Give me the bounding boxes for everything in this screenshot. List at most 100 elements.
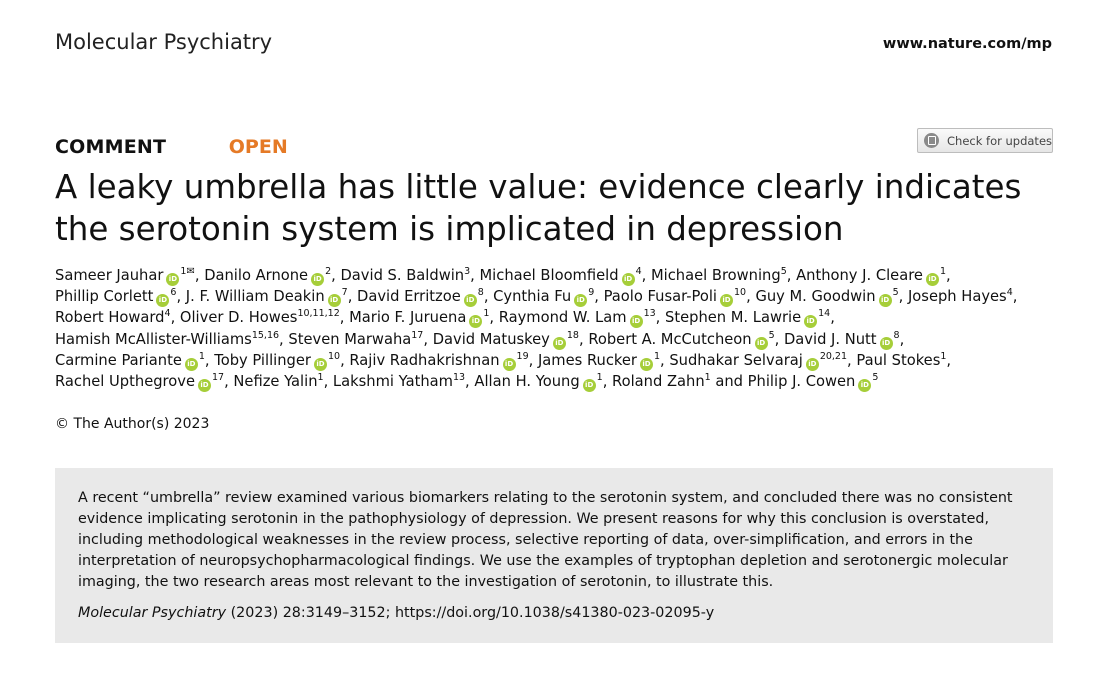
author-name[interactable]: Allan H. Young — [474, 373, 580, 391]
orcid-icon[interactable]: iD — [639, 357, 653, 371]
author-name[interactable]: Michael Bloomfield — [479, 267, 619, 284]
affiliation-number[interactable]: 1 — [198, 350, 205, 362]
orcid-icon[interactable]: iD — [878, 294, 892, 308]
affiliation-number[interactable]: 9 — [588, 287, 595, 299]
author-name[interactable]: Mario F. Juruena — [349, 309, 467, 327]
author-name[interactable]: Nefize Yalin — [233, 373, 318, 391]
affiliation-number[interactable]: 4 — [164, 308, 171, 320]
orcid-icon[interactable]: iD — [327, 294, 341, 308]
orcid-icon[interactable]: iD — [720, 294, 733, 308]
affiliation-number[interactable]: 5 — [872, 372, 879, 384]
citation-details[interactable]: (2023) 28:3149–3152; https://doi.org/10.… — [226, 605, 715, 621]
orcid-icon[interactable]: iD — [805, 357, 819, 371]
affiliation-number[interactable]: 13 — [643, 308, 656, 320]
author-name[interactable]: Paul Stokes — [856, 351, 941, 369]
author-name[interactable]: Rajiv Radhakrishnan — [349, 351, 500, 369]
orcid-icon[interactable]: iD — [184, 357, 198, 371]
orcid-icon[interactable]: iD — [925, 273, 939, 286]
author-name[interactable]: James Rucker — [537, 351, 637, 369]
affiliation-number[interactable]: 1 — [317, 372, 324, 384]
author-name[interactable]: Robert A. McCutcheon — [588, 330, 752, 348]
affiliation-number[interactable]: 1 — [653, 350, 660, 362]
journal-site-link[interactable]: www.nature.com/mp — [882, 36, 1052, 52]
affiliation-number[interactable]: 15,16 — [251, 329, 280, 341]
affiliation-number[interactable]: 13 — [452, 372, 466, 384]
affiliation-number[interactable]: 10 — [327, 350, 341, 362]
author-name[interactable]: Raymond W. Lam — [498, 309, 627, 327]
author-name[interactable]: Cynthia Fu — [493, 288, 572, 306]
orcid-icon[interactable]: iD — [166, 273, 180, 286]
author-name[interactable]: Stephen M. Lawrie — [665, 309, 802, 327]
author-name[interactable]: Paolo Fusar-Poli — [603, 288, 717, 306]
author-name[interactable]: Joseph Hayes — [907, 288, 1007, 306]
author-name[interactable]: Carmine Pariante — [55, 351, 182, 369]
affiliation-number[interactable]: 7 — [341, 287, 348, 299]
author-name[interactable]: Sameer Jauhar — [55, 267, 164, 284]
orcid-icon[interactable]: iD — [574, 294, 588, 308]
orcid-icon[interactable]: iD — [621, 273, 635, 286]
affiliation-number[interactable]: 5 — [780, 266, 787, 278]
orcid-icon[interactable]: iD — [197, 379, 211, 393]
affiliation-number[interactable]: 4 — [1006, 287, 1013, 299]
orcid-icon[interactable]: iD — [469, 315, 483, 329]
author-name[interactable]: Robert Howard — [55, 309, 165, 327]
author-name[interactable]: Rachel Upthegrove — [55, 373, 195, 391]
orcid-icon[interactable]: iD — [858, 379, 872, 393]
author-name[interactable]: Steven Marwaha — [288, 330, 412, 348]
affiliation-number[interactable]: 1 — [483, 308, 490, 320]
author-name[interactable]: Roland Zahn — [612, 373, 705, 391]
orcid-icon[interactable]: iD — [754, 336, 768, 350]
author-name[interactable]: Guy M. Goodwin — [755, 288, 876, 306]
author-name[interactable]: Philip J. Cowen — [747, 373, 856, 391]
affiliation-number[interactable]: 2 — [325, 266, 332, 278]
affiliation-number[interactable]: 1 — [180, 266, 187, 278]
author-name[interactable]: Lakshmi Yatham — [332, 373, 453, 391]
affiliation-number[interactable]: 17 — [411, 329, 424, 341]
orcid-icon[interactable]: iD — [582, 379, 596, 393]
affiliation-number[interactable]: 5 — [892, 287, 899, 299]
affiliation-number[interactable]: 5 — [768, 329, 775, 341]
affiliation-number[interactable]: 1 — [704, 372, 711, 384]
author-name[interactable]: David J. Nutt — [783, 330, 877, 348]
orcid-icon[interactable]: iD — [313, 357, 327, 371]
author-name[interactable]: David Erritzoe — [357, 288, 461, 306]
orcid-icon[interactable]: iD — [804, 315, 818, 329]
affiliation-number[interactable]: 17 — [211, 372, 225, 384]
affiliation-number[interactable]: 8 — [893, 329, 900, 341]
orcid-icon[interactable]: iD — [502, 357, 516, 371]
author-name[interactable]: Toby Pillinger — [214, 351, 311, 369]
author-name[interactable]: Anthony J. Cleare — [796, 267, 923, 284]
orcid-icon[interactable]: iD — [156, 294, 170, 308]
affiliation-number[interactable]: 10 — [734, 287, 747, 299]
affiliation-number[interactable]: 19 — [516, 350, 529, 362]
orcid-icon[interactable]: iD — [629, 315, 643, 329]
affiliation-number[interactable]: 1 — [596, 372, 603, 384]
affiliation-number[interactable]: 1 — [940, 350, 947, 362]
affiliation-number[interactable]: 3 — [464, 266, 471, 278]
author-name[interactable]: David Matuskey — [432, 330, 550, 348]
affiliation-number[interactable]: 14 — [818, 308, 831, 320]
orcid-icon[interactable]: iD — [311, 273, 325, 286]
author-name[interactable]: Phillip Corlett — [55, 288, 154, 306]
affiliation-number[interactable]: 20,21 — [819, 350, 848, 362]
envelope-icon[interactable]: ✉ — [186, 266, 195, 278]
orcid-icon[interactable]: iD — [552, 336, 566, 350]
author-name[interactable]: Danilo Arnone — [204, 267, 309, 284]
author-separator: , — [224, 373, 234, 391]
affiliation-number[interactable]: 10,11,12 — [297, 308, 340, 320]
affiliation-number[interactable]: 18 — [566, 329, 579, 341]
author-name[interactable]: Sudhakar Selvaraj — [669, 351, 803, 369]
check-for-updates-button[interactable]: Check for updates — [917, 128, 1053, 153]
author-name[interactable]: Oliver D. Howes — [179, 309, 298, 327]
affiliation-number[interactable]: 6 — [170, 287, 177, 299]
affiliation-number[interactable]: 4 — [635, 266, 642, 278]
orcid-icon[interactable]: iD — [879, 336, 893, 350]
journal-name[interactable]: Molecular Psychiatry — [55, 30, 273, 54]
author-name[interactable]: Michael Browning — [650, 267, 781, 284]
affiliation-number[interactable]: 1 — [939, 266, 947, 278]
affiliation-number[interactable]: 8 — [477, 287, 484, 299]
author-name[interactable]: David S. Baldwin — [340, 267, 465, 284]
orcid-icon[interactable]: iD — [463, 294, 477, 308]
author-name[interactable]: J. F. William Deakin — [185, 288, 325, 306]
author-name[interactable]: Hamish McAllister-Williams — [55, 330, 252, 348]
